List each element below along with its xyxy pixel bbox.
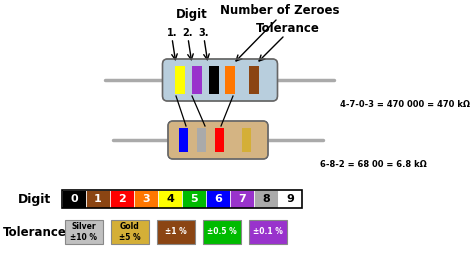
FancyBboxPatch shape (163, 59, 277, 101)
Text: 2.: 2. (183, 28, 193, 38)
Bar (179, 128, 188, 152)
Text: ±0.5 %: ±0.5 % (207, 227, 237, 236)
Bar (206, 190, 230, 208)
Text: Silver
±10 %: Silver ±10 % (71, 222, 98, 242)
Text: 3.: 3. (199, 28, 209, 38)
Text: 2: 2 (118, 194, 126, 204)
Bar (134, 190, 158, 208)
Bar (226, 66, 236, 94)
Text: Gold
±5 %: Gold ±5 % (119, 222, 141, 242)
Bar (192, 66, 202, 94)
Text: 1: 1 (94, 194, 102, 204)
Bar (209, 66, 219, 94)
Bar (175, 66, 185, 94)
Text: 1.: 1. (167, 28, 177, 38)
Bar (254, 190, 278, 208)
Bar (62, 190, 86, 208)
Bar (197, 128, 206, 152)
Bar (230, 190, 254, 208)
Text: ±0.1 %: ±0.1 % (253, 227, 283, 236)
Text: 3: 3 (142, 194, 150, 204)
Text: 0: 0 (70, 194, 78, 204)
Text: Digit: Digit (176, 8, 208, 21)
Bar (110, 190, 134, 208)
Bar (157, 220, 195, 244)
Bar (62, 190, 302, 208)
Text: Tolerance: Tolerance (256, 22, 320, 35)
Bar (242, 128, 251, 152)
Bar (203, 220, 241, 244)
Text: 8: 8 (262, 194, 270, 204)
Text: 4: 4 (166, 194, 174, 204)
Text: 7: 7 (238, 194, 246, 204)
Bar (182, 190, 206, 208)
Text: 4-7-0-3 = 470 000 = 470 kΩ: 4-7-0-3 = 470 000 = 470 kΩ (340, 100, 470, 109)
Text: Number of Zeroes: Number of Zeroes (220, 4, 340, 17)
Bar (86, 190, 110, 208)
Text: Digit: Digit (18, 193, 52, 206)
Text: 9: 9 (286, 194, 294, 204)
Text: 6: 6 (214, 194, 222, 204)
Bar (215, 128, 224, 152)
Bar (248, 66, 259, 94)
Text: ±1 %: ±1 % (165, 227, 187, 236)
Bar (278, 190, 302, 208)
Bar (158, 190, 182, 208)
Bar (65, 220, 103, 244)
Text: 5: 5 (190, 194, 198, 204)
FancyBboxPatch shape (168, 121, 268, 159)
Bar (111, 220, 149, 244)
Text: Tolerance: Tolerance (3, 226, 67, 239)
Text: 6-8-2 = 68 00 = 6.8 kΩ: 6-8-2 = 68 00 = 6.8 kΩ (320, 160, 427, 169)
Bar (249, 220, 287, 244)
